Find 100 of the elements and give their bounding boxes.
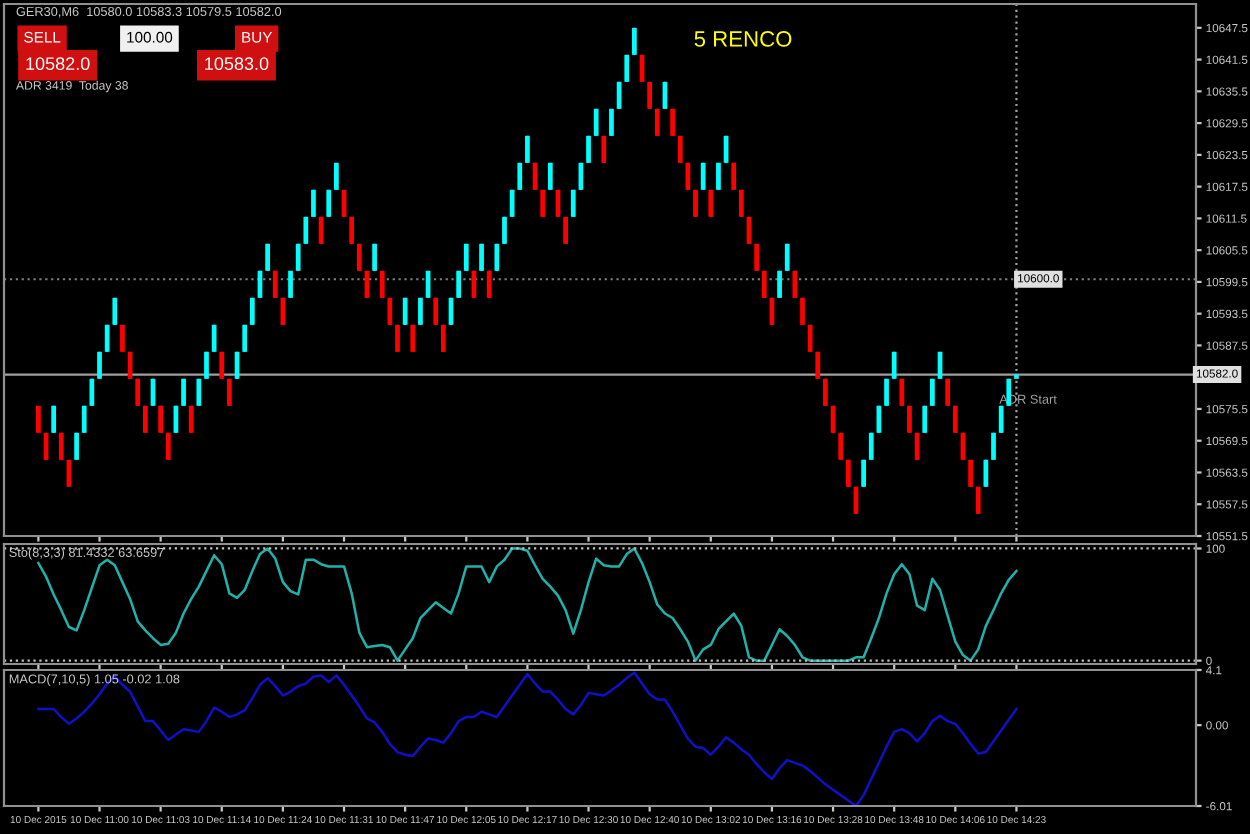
candlestick — [769, 296, 775, 326]
candlestick — [754, 242, 760, 272]
candlestick — [998, 404, 1004, 434]
candlestick — [616, 80, 622, 110]
candlestick — [288, 269, 293, 299]
candlestick — [66, 458, 72, 488]
candlestick — [945, 377, 951, 407]
candlestick — [960, 431, 966, 461]
candlestick — [800, 296, 805, 326]
candlestick — [845, 458, 851, 488]
candlestick — [823, 377, 828, 407]
candlestick — [876, 404, 882, 434]
candlestick — [188, 404, 194, 434]
candlestick — [120, 323, 125, 353]
candlestick — [930, 377, 935, 407]
candlestick — [341, 188, 347, 218]
candlestick — [777, 269, 782, 299]
candlestick — [624, 53, 630, 83]
candlestick — [899, 377, 905, 407]
candlestick — [693, 188, 698, 218]
candlestick — [150, 377, 156, 407]
candlestick — [983, 458, 989, 488]
candlestick — [593, 107, 599, 137]
candlestick — [670, 107, 675, 137]
candlestick — [677, 134, 683, 164]
candlestick — [58, 431, 64, 461]
candlestick — [708, 188, 714, 218]
candlestick — [532, 161, 538, 191]
annotation: 10583.0 — [205, 57, 269, 71]
candlestick — [395, 323, 400, 353]
candlestick — [570, 188, 576, 218]
candlestick — [700, 161, 706, 191]
candlestick — [410, 323, 416, 353]
candlestick — [784, 242, 790, 272]
candlestick — [738, 188, 744, 218]
candlestick — [104, 323, 110, 353]
candlestick — [884, 377, 889, 407]
candlestick — [204, 350, 209, 380]
candlestick — [249, 296, 255, 326]
candlestick — [654, 107, 660, 137]
candlestick — [586, 134, 591, 164]
candlestick — [471, 269, 477, 299]
text: 5 RENCO — [694, 31, 792, 47]
candlestick — [502, 215, 507, 245]
candlestick — [89, 377, 95, 407]
candlestick — [547, 161, 553, 191]
candlestick — [891, 350, 897, 380]
candlestick — [36, 404, 41, 434]
candlestick — [517, 161, 523, 191]
candlestick — [112, 296, 118, 326]
candlestick — [242, 323, 248, 353]
candlestick — [280, 296, 286, 326]
candlestick — [364, 269, 370, 299]
candlestick — [219, 350, 225, 380]
candlestick — [609, 107, 614, 137]
candlestick — [440, 323, 446, 353]
candlestick — [211, 323, 217, 353]
candlestick — [43, 431, 49, 461]
candlestick — [456, 269, 462, 299]
candlestick — [433, 296, 439, 326]
candlestick — [914, 431, 920, 461]
candlestick — [349, 215, 355, 245]
candlestick — [540, 188, 546, 218]
candlestick — [662, 80, 668, 110]
candlestick — [425, 269, 431, 299]
candlestick — [173, 404, 179, 434]
candlestick — [448, 296, 454, 326]
candlestick — [311, 188, 316, 218]
candlestick — [868, 431, 874, 461]
candlestick — [97, 350, 102, 380]
candlestick — [830, 404, 836, 434]
candlestick — [295, 242, 301, 272]
candlestick — [975, 485, 981, 515]
candlestick — [723, 134, 729, 164]
candlestick — [127, 350, 133, 380]
candlestick — [463, 242, 469, 272]
candlestick — [937, 350, 943, 380]
candlestick — [494, 242, 500, 272]
candlestick — [227, 377, 232, 407]
candlestick — [555, 188, 561, 218]
candlestick — [853, 485, 859, 515]
candlestick — [334, 161, 339, 191]
candlestick — [639, 53, 645, 83]
candlestick — [685, 161, 691, 191]
candlestick — [165, 431, 171, 461]
candlestick — [158, 404, 164, 434]
candlestick — [601, 134, 607, 164]
candlestick — [387, 296, 393, 326]
candlestick — [815, 350, 821, 380]
candlestick — [265, 242, 270, 272]
candlestick — [509, 188, 515, 218]
candlestick — [135, 377, 141, 407]
candlestick — [196, 377, 202, 407]
candlestick — [142, 404, 148, 434]
candlestick — [647, 80, 653, 110]
candlestick — [525, 134, 530, 164]
candlestick — [922, 404, 928, 434]
candlestick — [181, 377, 186, 407]
candlestick — [326, 188, 332, 218]
candlestick — [418, 296, 423, 326]
